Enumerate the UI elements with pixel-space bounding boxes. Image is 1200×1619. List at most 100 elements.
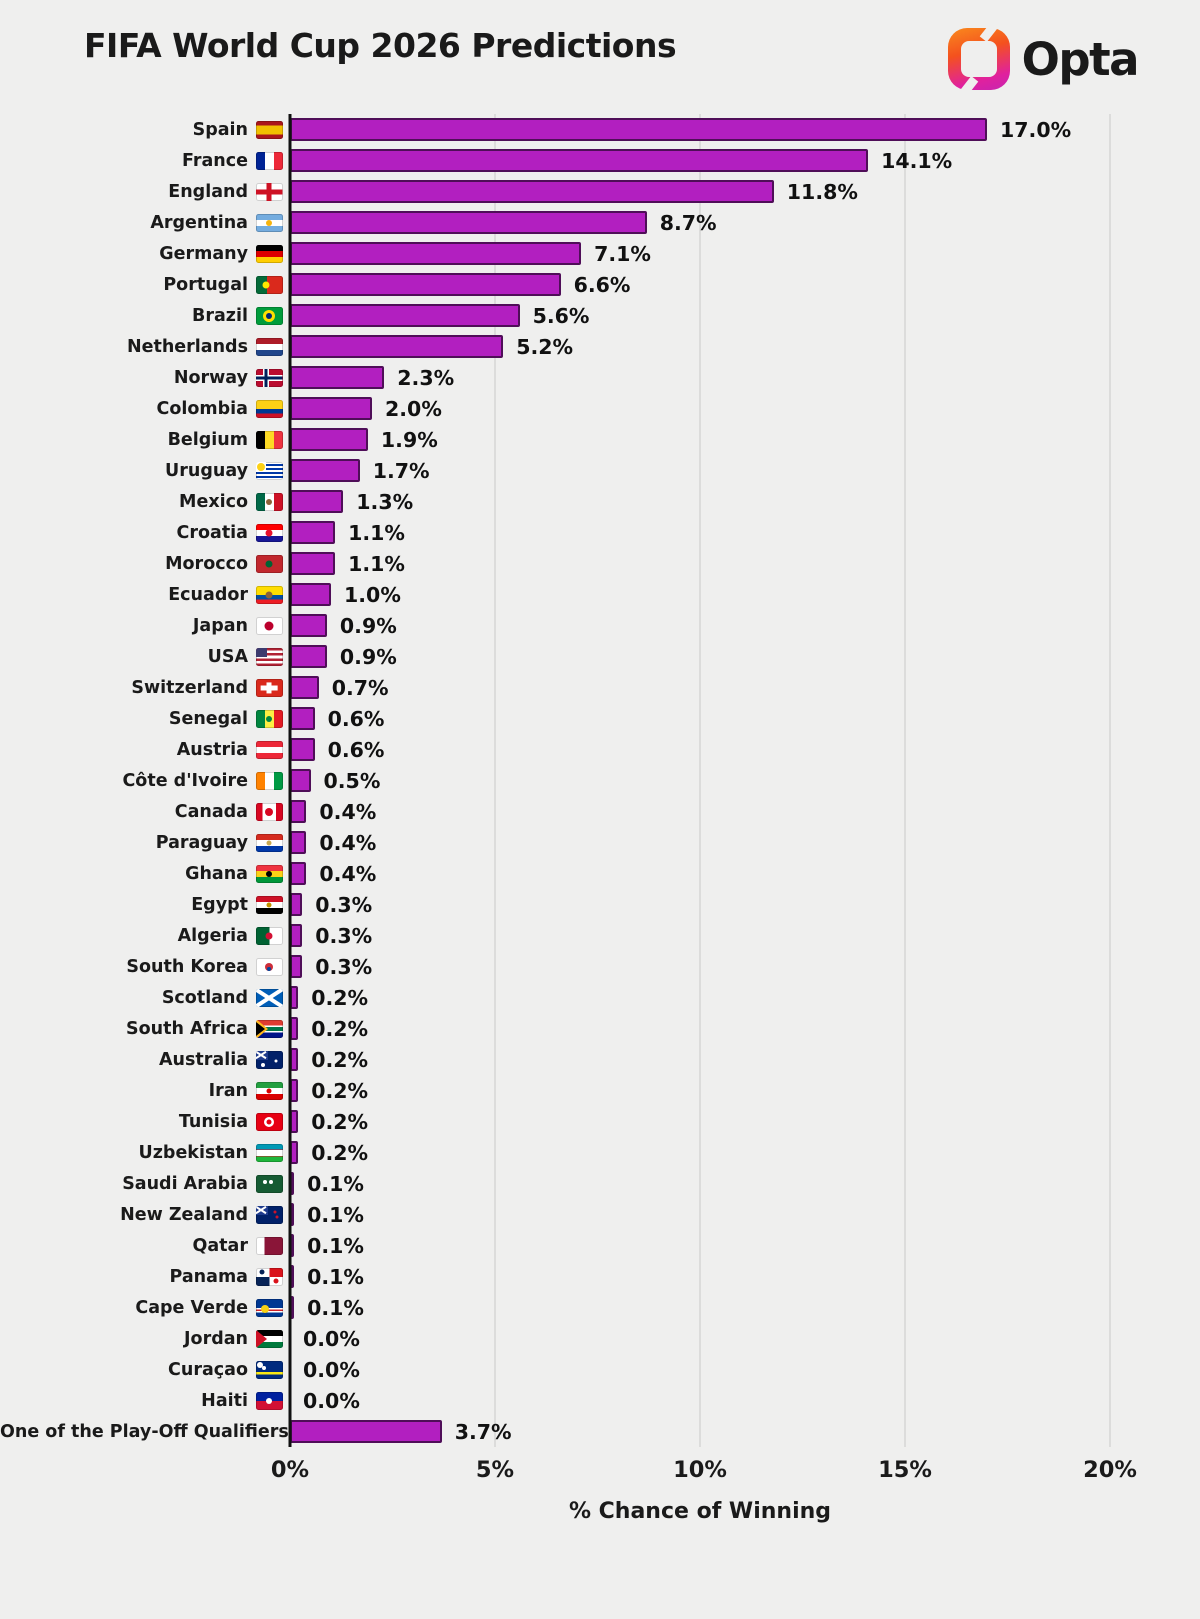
flag-cell: [248, 1391, 290, 1410]
value-bar: [290, 831, 307, 854]
x-tick-label: 10%: [673, 1457, 727, 1483]
bar-chart: Spain 17.0% France 14.1% England 11.8% Argenti…: [0, 114, 1200, 1447]
team-row: Austria 0.6%: [0, 734, 1200, 765]
value-label: 0.2%: [311, 1016, 369, 1041]
value-label: 0.1%: [307, 1264, 364, 1289]
country-flag-icon: [255, 1360, 283, 1379]
value-bar: [290, 800, 307, 823]
team-label: Switzerland: [131, 677, 248, 698]
country-flag-icon: [255, 430, 283, 449]
bar-zone: 0.9%: [290, 641, 1200, 672]
value-label: 1.7%: [372, 458, 430, 483]
y-axis-line: [288, 114, 292, 1447]
team-row: USA 0.9%: [0, 641, 1200, 672]
value-bar: [290, 583, 331, 606]
team-label: Morocco: [165, 553, 248, 574]
team-label: Spain: [192, 119, 248, 140]
team-label: One of the Play-Off Qualifiers: [0, 1421, 289, 1442]
country-flag-icon: [255, 399, 283, 418]
country-flag-icon: [255, 1298, 283, 1317]
value-label: 0.0%: [303, 1388, 360, 1413]
bar-zone: 0.3%: [290, 951, 1200, 982]
bar-zone: 0.4%: [290, 827, 1200, 858]
x-tick-label: 5%: [475, 1457, 515, 1483]
team-label: Saudi Arabia: [122, 1173, 248, 1194]
flag-cell: [248, 368, 290, 387]
country-flag-icon: [255, 1236, 283, 1255]
flag-cell: [248, 833, 290, 852]
bar-zone: 7.1%: [290, 238, 1200, 269]
flag-cell: [248, 461, 290, 480]
value-bar: [290, 273, 561, 296]
country-flag-icon: [255, 554, 283, 573]
value-bar: [290, 304, 520, 327]
team-label: Curaçao: [168, 1359, 248, 1380]
country-flag-icon: [255, 802, 283, 821]
bar-zone: 8.7%: [290, 207, 1200, 238]
flag-cell: [248, 1205, 290, 1224]
team-label: Uruguay: [165, 460, 248, 481]
country-flag-icon: [255, 492, 283, 511]
value-label: 0.1%: [307, 1171, 364, 1196]
team-row: Spain 17.0%: [0, 114, 1200, 145]
value-bar: [290, 552, 336, 575]
team-label: Haiti: [201, 1390, 248, 1411]
team-label: South Korea: [126, 956, 248, 977]
value-bar: [290, 1420, 442, 1443]
team-row: Croatia 1.1%: [0, 517, 1200, 548]
team-label: Japan: [192, 615, 248, 636]
value-label: 0.4%: [319, 861, 377, 886]
value-label: 0.4%: [319, 799, 377, 824]
team-label: Colombia: [156, 398, 248, 419]
value-label: 3.7%: [454, 1419, 512, 1444]
team-row: Japan 0.9%: [0, 610, 1200, 641]
team-label: Argentina: [150, 212, 248, 233]
team-row: Canada 0.4%: [0, 796, 1200, 827]
team-label: Senegal: [168, 708, 248, 729]
country-flag-icon: [255, 1081, 283, 1100]
country-flag-icon: [255, 1112, 283, 1131]
opta-logo-text: Opta: [1021, 32, 1140, 86]
country-flag-icon: [255, 337, 283, 356]
flag-cell: [248, 771, 290, 790]
team-label: France: [182, 150, 248, 171]
value-label: 1.0%: [344, 582, 401, 607]
bar-zone: 0.4%: [290, 858, 1200, 889]
country-flag-icon: [255, 306, 283, 325]
country-flag-icon: [255, 1267, 283, 1286]
value-label: 0.4%: [319, 830, 377, 855]
bar-zone: 0.9%: [290, 610, 1200, 641]
bar-zone: 11.8%: [290, 176, 1200, 207]
bar-zone: 0.0%: [290, 1323, 1200, 1354]
value-bar: [290, 428, 368, 451]
team-label: Panama: [169, 1266, 248, 1287]
value-bar: [290, 397, 372, 420]
bar-zone: 0.1%: [290, 1261, 1200, 1292]
country-flag-icon: [255, 523, 283, 542]
team-row: Uzbekistan 0.2%: [0, 1137, 1200, 1168]
value-label: 1.1%: [348, 551, 405, 576]
value-bar: [290, 955, 303, 978]
chart-title: FIFA World Cup 2026 Predictions: [84, 26, 677, 65]
country-flag-icon: [255, 151, 283, 170]
value-label: 0.1%: [307, 1233, 364, 1258]
team-row: Haiti 0.0%: [0, 1385, 1200, 1416]
value-bar: [290, 335, 504, 358]
team-row: Algeria 0.3%: [0, 920, 1200, 951]
value-bar: [290, 149, 869, 172]
team-row: Qatar 0.1%: [0, 1230, 1200, 1261]
flag-cell: [248, 523, 290, 542]
team-row: Iran 0.2%: [0, 1075, 1200, 1106]
bar-zone: 0.2%: [290, 1106, 1200, 1137]
team-label: Germany: [159, 243, 248, 264]
country-flag-icon: [255, 678, 283, 697]
team-row: Scotland 0.2%: [0, 982, 1200, 1013]
bar-zone: 0.2%: [290, 1013, 1200, 1044]
team-row: Brazil 5.6%: [0, 300, 1200, 331]
bar-zone: 0.2%: [290, 1075, 1200, 1106]
flag-cell: [248, 1019, 290, 1038]
country-flag-icon: [255, 616, 283, 635]
value-label: 0.6%: [327, 737, 385, 762]
bar-zone: 0.6%: [290, 734, 1200, 765]
flag-cell: [248, 1081, 290, 1100]
